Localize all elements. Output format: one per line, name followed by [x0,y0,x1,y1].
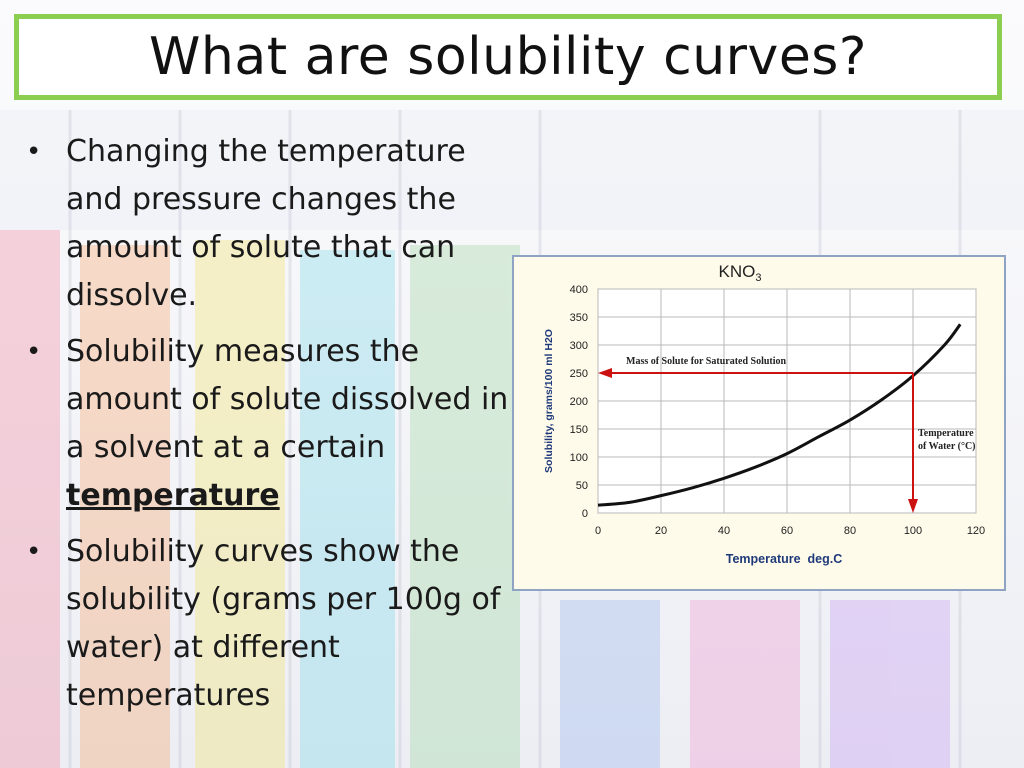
x-tick-label: 0 [595,525,601,537]
chart-svg: 0 50 100 150 200 250 300 350 400 0 20 40 60 80 100 120… [543,262,985,566]
mass-arrow-label: Mass of Solute for Saturated Solution [626,356,787,367]
y-tick-label: 250 [570,368,588,380]
y-tick-label: 350 [570,312,588,324]
y-tick-label: 300 [570,340,588,352]
mass-arrow-head-icon [598,368,612,378]
temperature-arrow-head-icon [908,499,918,513]
y-axis-label: Solubility, grams/100 ml H2O [543,329,555,473]
solubility-chart: 0 50 100 150 200 250 300 350 400 0 20 40 60 80 100 120… [512,255,1006,591]
y-tick-label: 0 [582,508,588,520]
y-tick-label: 150 [570,424,588,436]
bullet-list: • Changing the temperature and pressure … [24,128,524,728]
y-tick-label: 200 [570,396,588,408]
chart-title-main: KNO [719,262,756,281]
y-tick-labels: 0 50 100 150 200 250 300 350 400 [570,284,588,520]
annotations: Mass of Solute for Saturated Solution Tem… [598,356,976,513]
x-tick-label: 120 [967,525,985,537]
x-tick-label: 40 [718,525,730,537]
bullet-text: Solubility measures the amount of solute… [66,334,509,465]
x-tick-label: 80 [844,525,856,537]
bullet-text: Changing the temperature and pressure ch… [66,134,466,313]
chart-title: KNO3 [719,262,762,284]
bullet-text: Solubility curves show the solubility (g… [66,534,501,713]
temperature-arrow-label: Temperature [918,428,974,439]
bullet-item: • Changing the temperature and pressure … [24,128,524,320]
chart-title-subscript: 3 [755,272,761,284]
slide-title: What are solubility curves? [148,27,867,87]
x-tick-label: 60 [781,525,793,537]
y-tick-label: 400 [570,284,588,296]
bullet-item: • Solubility measures the amount of solu… [24,328,524,520]
title-box: What are solubility curves? [14,14,1002,100]
bullet-dot-icon: • [26,137,42,167]
bullet-dot-icon: • [26,337,42,367]
bullet-item: • Solubility curves show the solubility … [24,528,524,720]
bullet-emphasis: temperature [66,478,280,513]
temperature-arrow-label: of Water (°C) [918,441,976,452]
bullet-dot-icon: • [26,537,42,567]
x-tick-label: 100 [904,525,922,537]
x-tick-labels: 0 20 40 60 80 100 120 [595,525,985,537]
x-tick-label: 20 [655,525,667,537]
y-tick-label: 50 [576,480,588,492]
y-tick-label: 100 [570,452,588,464]
x-axis-label: Temperature deg.C [726,552,842,566]
